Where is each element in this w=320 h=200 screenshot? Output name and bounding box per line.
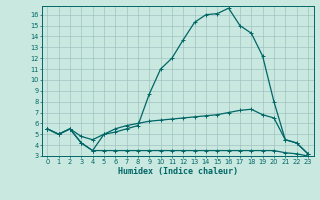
X-axis label: Humidex (Indice chaleur): Humidex (Indice chaleur) — [118, 167, 237, 176]
